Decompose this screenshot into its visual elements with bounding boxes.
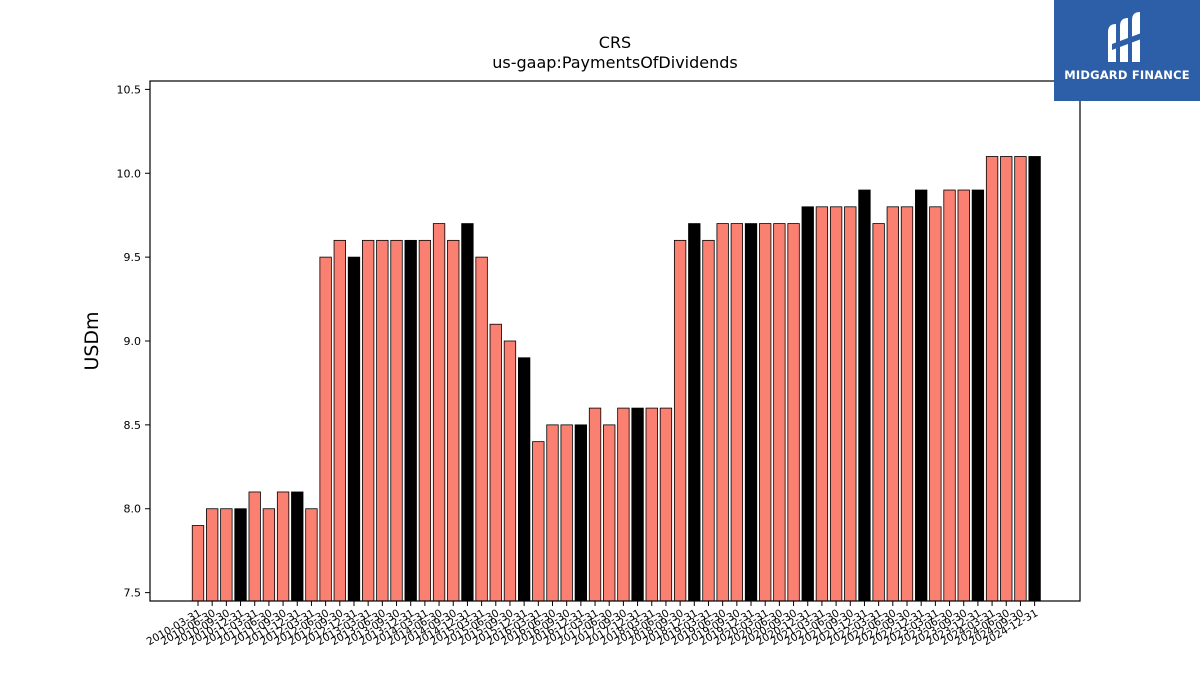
bar [319, 256, 332, 602]
bar [744, 223, 758, 602]
bar [759, 223, 772, 602]
bar [688, 223, 701, 602]
bar [730, 223, 743, 602]
bar [376, 239, 389, 602]
midgard-logo-icon [1108, 12, 1144, 62]
bar [1000, 156, 1013, 602]
bar [447, 239, 460, 602]
y-tick-label: 10.0 [117, 167, 142, 180]
bar [220, 508, 233, 602]
bar [234, 508, 247, 602]
bar [659, 407, 673, 602]
x-axis-ticks: 2010-03-312010-06-302010-09-302010-12-31… [145, 601, 1040, 648]
bar [191, 525, 205, 602]
bar [1028, 156, 1041, 602]
bar [347, 256, 361, 602]
bar [489, 323, 502, 602]
brand-logo: MIDGARD FINANCE [1054, 0, 1200, 101]
bar [673, 239, 687, 602]
bar [915, 189, 928, 602]
bar [291, 491, 304, 602]
bar [603, 424, 616, 602]
bar [645, 407, 658, 602]
bar [432, 223, 446, 602]
bar [1014, 156, 1027, 602]
bar [262, 508, 276, 602]
bar [248, 491, 261, 602]
y-axis-label: USDm [81, 311, 103, 370]
bar [787, 223, 800, 602]
bar [560, 424, 573, 602]
bar [404, 239, 417, 602]
bar [929, 206, 942, 602]
y-tick-label: 8.0 [124, 503, 142, 516]
bar-group [191, 156, 1041, 602]
bar [900, 206, 914, 602]
bar [503, 340, 517, 602]
bar [943, 189, 956, 602]
bar [276, 491, 290, 602]
bar [362, 239, 375, 602]
bar [206, 508, 219, 602]
bar [390, 239, 403, 602]
bar [844, 206, 857, 602]
bar [475, 256, 488, 602]
bar [546, 424, 559, 602]
y-tick-label: 10.5 [117, 83, 142, 96]
bar [305, 508, 318, 602]
bar [702, 239, 715, 602]
bar [957, 189, 970, 602]
bar [588, 407, 602, 602]
y-axis-ticks: 7.5 8.0 8.5 9.0 9.5 10.0 10.5 [117, 83, 150, 600]
bar [532, 441, 545, 602]
bar [971, 189, 985, 602]
bar [716, 223, 729, 602]
y-tick-label: 7.5 [124, 587, 142, 600]
bar [801, 206, 814, 602]
bar [858, 189, 871, 602]
bar [617, 407, 630, 602]
y-tick-label: 9.5 [124, 251, 142, 264]
chart-title: CRS [599, 33, 631, 52]
bar [815, 206, 829, 602]
bar [418, 239, 432, 602]
bar [517, 357, 531, 602]
bar [333, 239, 346, 602]
bar [461, 223, 474, 602]
y-tick-label: 8.5 [124, 419, 142, 432]
chart-subtitle: us-gaap:PaymentsOfDividends [492, 53, 737, 72]
bar [829, 206, 843, 602]
bar [985, 156, 999, 602]
bar [886, 206, 899, 602]
y-tick-label: 9.0 [124, 335, 142, 348]
bar [574, 424, 588, 602]
bar [773, 223, 786, 602]
bar [872, 223, 885, 602]
brand-logo-text: MIDGARD FINANCE [1064, 68, 1190, 82]
bar [631, 407, 644, 602]
